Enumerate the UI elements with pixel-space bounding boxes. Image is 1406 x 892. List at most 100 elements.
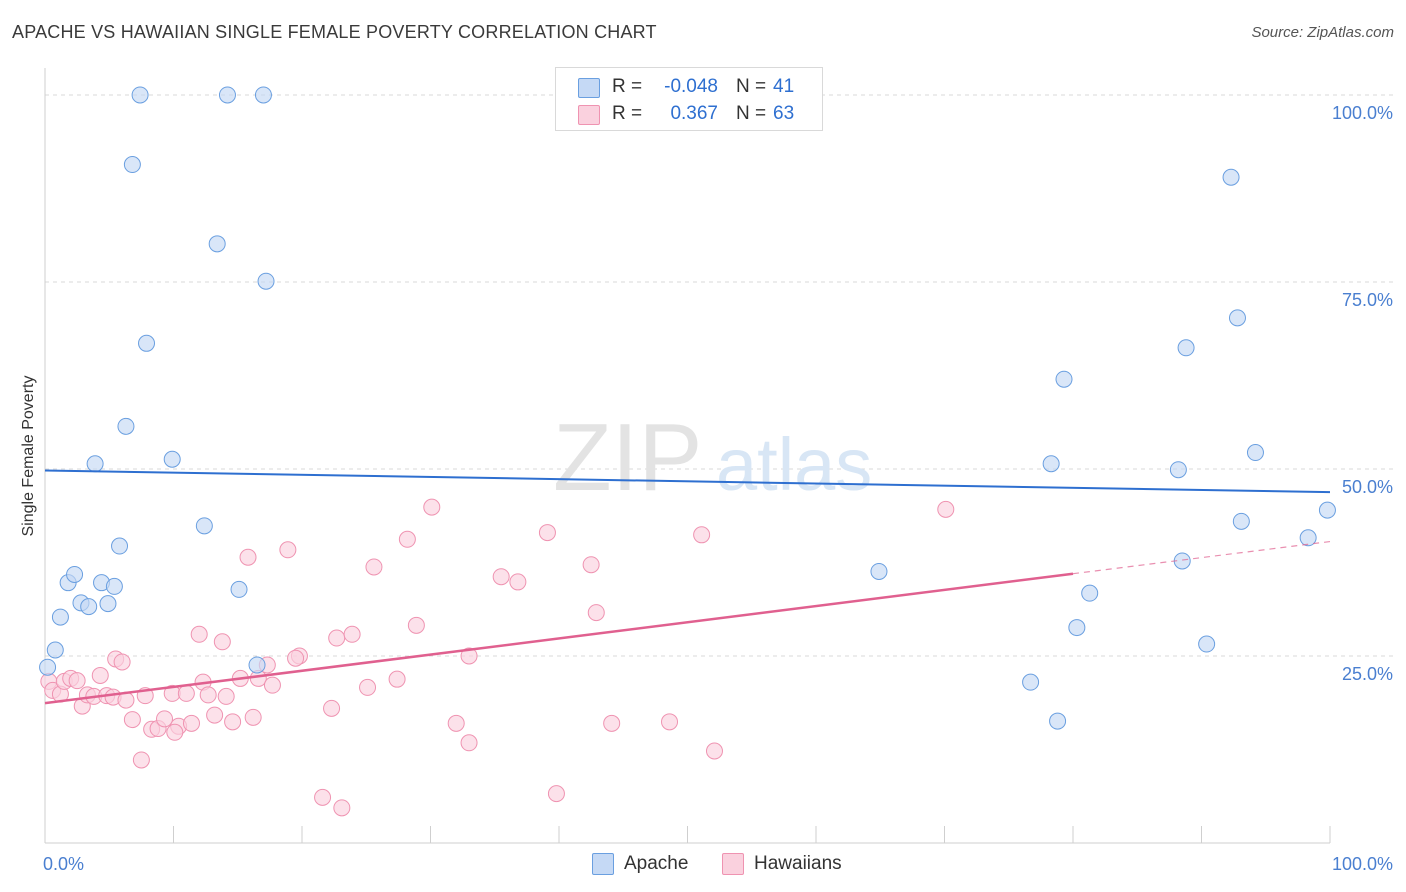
hawaiian-point	[199, 686, 217, 704]
x-tick-label: 100.0%	[1332, 854, 1393, 874]
hawaiian-point	[359, 678, 377, 696]
hawaiian-point	[661, 713, 679, 731]
apache-point	[257, 272, 275, 290]
apache-swatch	[592, 853, 614, 875]
y-tick-label: 75.0%	[1342, 290, 1393, 310]
apache-point	[218, 86, 236, 104]
hawaiian-point	[68, 672, 86, 690]
correlation-stats-box: R = -0.048 N = 41 R = 0.367 N = 63	[555, 67, 823, 131]
apache-point	[1228, 309, 1246, 327]
hawaiian-point	[206, 706, 224, 724]
apache-point	[1022, 673, 1040, 691]
apache-point	[208, 235, 226, 253]
apache-point	[1198, 635, 1216, 653]
hawaiians-swatch	[722, 853, 744, 875]
hawaiians-points	[40, 498, 955, 817]
hawaiian-point	[705, 742, 723, 760]
hawaiian-point	[123, 711, 141, 729]
legend-label-apache: Apache	[624, 853, 689, 874]
hawaiian-point	[279, 541, 297, 559]
hawaiian-point	[492, 568, 510, 586]
apache-point	[195, 517, 213, 535]
apache-point	[86, 455, 104, 473]
n-label: N =	[736, 76, 767, 97]
trend-lines	[44, 469, 1331, 705]
apache-point	[163, 450, 181, 468]
hawaiian-point	[388, 670, 406, 688]
apache-point	[1232, 512, 1250, 530]
r-value-hawaiians: 0.367	[670, 103, 718, 124]
apache-trend-line	[44, 469, 1331, 494]
hawaiian-point	[132, 751, 150, 769]
y-tick-label: 25.0%	[1342, 664, 1393, 684]
apache-point	[80, 598, 98, 616]
apache-point	[1222, 168, 1240, 186]
apache-point	[111, 537, 129, 555]
apache-point	[1081, 584, 1099, 602]
hawaiians-trend-extension	[1072, 540, 1331, 575]
apache-point	[99, 595, 117, 613]
stats-row-apache: R = -0.048 N = 41	[556, 73, 822, 101]
stats-row-hawaiians: R = 0.367 N = 63	[556, 100, 822, 128]
hawaiian-point	[603, 714, 621, 732]
apache-point	[123, 156, 141, 174]
apache-point	[1068, 619, 1086, 637]
hawaiian-point	[407, 616, 425, 634]
hawaiian-point	[693, 526, 711, 544]
apache-point	[66, 565, 84, 583]
hawaiian-point	[156, 710, 174, 728]
r-value-apache: -0.048	[664, 76, 718, 97]
hawaiian-point	[190, 625, 208, 643]
apache-point	[230, 580, 248, 598]
hawaiian-point	[314, 788, 332, 806]
hawaiian-point	[509, 573, 527, 591]
apache-point	[1169, 461, 1187, 479]
apache-point	[105, 577, 123, 595]
hawaiian-point	[287, 649, 305, 667]
hawaiian-point	[244, 708, 262, 726]
hawaiian-point	[213, 633, 231, 651]
hawaiian-point	[547, 785, 565, 803]
source-label: Source: ZipAtlas.com	[1251, 24, 1394, 41]
hawaiian-point	[239, 548, 257, 566]
y-tick-labels: 25.0% 50.0% 75.0% 100.0%	[1332, 103, 1393, 684]
hawaiian-point	[113, 653, 131, 671]
hawaiian-point	[538, 524, 556, 542]
apache-point	[138, 334, 156, 352]
apache-point	[39, 658, 57, 676]
apache-point	[131, 86, 149, 104]
hawaiians-swatch	[578, 105, 600, 125]
hawaiian-point	[91, 666, 109, 684]
hawaiian-point	[365, 558, 383, 576]
hawaiian-point	[166, 723, 184, 741]
apache-point	[46, 641, 64, 659]
apache-points	[39, 86, 1336, 730]
hawaiian-point	[582, 556, 600, 574]
y-tick-label: 50.0%	[1342, 477, 1393, 497]
n-value-apache: 41	[773, 76, 795, 97]
hawaiian-point	[460, 647, 478, 665]
apache-point	[1318, 501, 1336, 519]
hawaiians-trend-line	[44, 572, 1074, 705]
hawaiian-point	[587, 604, 605, 622]
chart-title: APACHE VS HAWAIIAN SINGLE FEMALE POVERTY…	[12, 22, 657, 42]
hawaiian-point	[423, 498, 441, 516]
hawaiian-point	[182, 714, 200, 732]
apache-swatch	[578, 78, 600, 98]
y-axis-label: Single Female Poverty	[20, 375, 37, 537]
hawaiian-point	[343, 625, 361, 643]
apache-point	[1042, 455, 1060, 473]
hawaiian-point	[217, 687, 235, 705]
gridlines	[45, 94, 1395, 657]
hawaiian-point	[460, 734, 478, 752]
watermark-zip: ZIP	[553, 404, 702, 511]
apache-point	[117, 417, 135, 435]
x-ticks: 0.0% 100.0%	[43, 826, 1393, 874]
apache-point	[1299, 529, 1317, 547]
apache-point	[870, 562, 888, 580]
apache-point	[1246, 444, 1264, 462]
hawaiian-point	[328, 629, 346, 647]
n-label: N =	[736, 103, 767, 124]
hawaiian-point	[398, 530, 416, 548]
